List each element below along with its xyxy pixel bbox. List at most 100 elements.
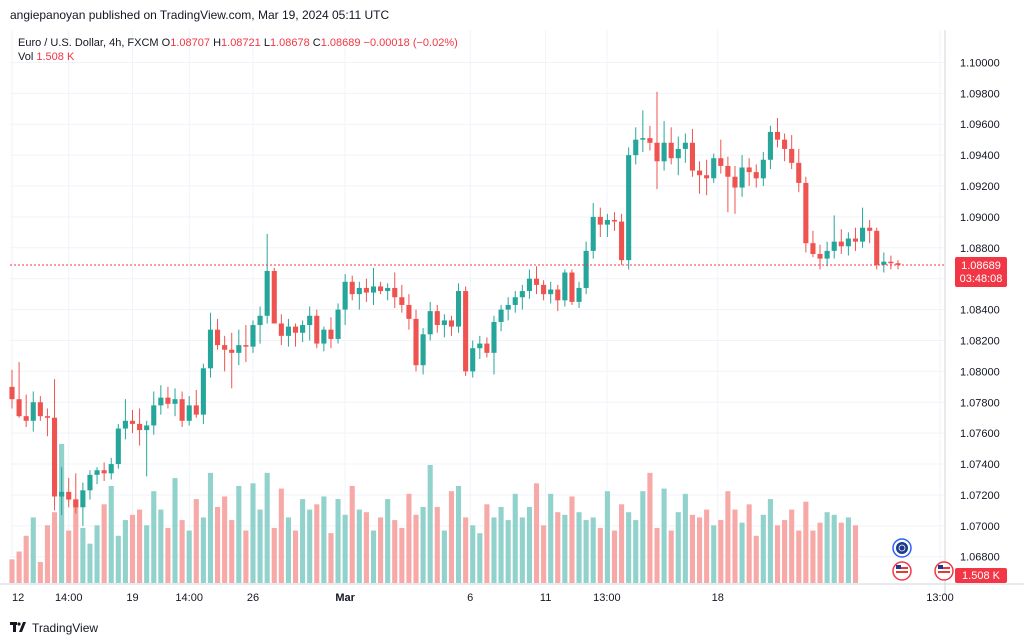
volume-bar: [87, 543, 93, 583]
event-globe-icon[interactable]: [892, 538, 912, 558]
candle-body: [9, 386, 15, 400]
volume-bar: [392, 520, 398, 583]
candle-body: [611, 219, 618, 222]
candle-body: [810, 243, 816, 254]
candle-body: [243, 345, 249, 347]
candle-body: [767, 131, 773, 160]
candle-body: [129, 420, 136, 424]
volume-bar: [186, 530, 192, 583]
volume-bar: [590, 517, 596, 583]
volume-bar: [378, 517, 384, 583]
volume-bar: [236, 485, 242, 583]
candle-body: [87, 474, 93, 491]
candle-body: [590, 216, 596, 251]
volume-bar: [760, 514, 766, 583]
volume-bar: [718, 520, 724, 583]
volume-bar: [696, 517, 703, 583]
candle-body: [427, 311, 433, 335]
candle-body: [654, 142, 660, 162]
volume-bar: [789, 509, 795, 583]
candle-body: [158, 397, 164, 406]
price-axis[interactable]: 1.10000 1.09800 1.09600 1.09400 1.09200 1.090…: [960, 57, 1000, 563]
volume-bar: [420, 506, 426, 583]
volume-bar: [526, 506, 532, 583]
candle-body: [44, 416, 50, 418]
volume-bar: [774, 525, 781, 583]
open-label: O: [161, 37, 171, 49]
candle-body: [378, 286, 384, 292]
candle-body: [562, 272, 568, 301]
volume-bar: [328, 533, 334, 583]
candle-body: [519, 291, 525, 298]
time-tick-label: 13:00: [926, 592, 954, 604]
volume-bar: [548, 493, 554, 583]
volume-bar: [470, 525, 476, 583]
candle-body: [172, 399, 178, 404]
volume-bar: [619, 504, 625, 583]
price-tick-label: 1.07400: [960, 459, 1000, 471]
price-tick-label: 1.09400: [960, 150, 1000, 162]
volume-bar: [704, 509, 710, 583]
candle-body: [23, 416, 29, 421]
candle-body: [356, 287, 362, 295]
candle-body: [115, 428, 121, 465]
price-chart[interactable]: 1.10000 1.09800 1.09600 1.09400 1.09200 1.090…: [0, 30, 1024, 610]
volume-bar: [661, 488, 667, 583]
volume-bar: [16, 551, 22, 583]
candle-body: [307, 315, 313, 326]
candle-body: [271, 270, 277, 324]
candle-countdown: 03:48:08: [960, 273, 1003, 285]
volume-bar: [363, 512, 369, 583]
price-tick-label: 1.06800: [960, 552, 1000, 564]
volume-bar: [498, 506, 504, 583]
volume-bar: [73, 499, 79, 583]
candle-body: [760, 159, 766, 179]
volume-bar: [385, 499, 391, 583]
event-us-flag-icon[interactable]: [892, 561, 912, 581]
candle-body: [852, 238, 859, 242]
price-tick-label: 1.08400: [960, 305, 1000, 317]
last-price-badge: 1.08689 03:48:08: [955, 256, 1007, 287]
volume-bar: [597, 527, 603, 583]
candle-body: [441, 320, 447, 326]
volume-bar: [519, 517, 525, 583]
candle-body: [746, 167, 752, 173]
candle-body: [51, 417, 58, 497]
candle-body: [413, 318, 419, 366]
candle-body: [80, 490, 86, 508]
volume-bar: [101, 504, 107, 583]
volume-badge-bg: [955, 568, 1007, 583]
last-price-badge-bg: [955, 256, 1007, 287]
candle-body: [895, 263, 901, 265]
price-tick-label: 1.08800: [960, 243, 1000, 255]
volume-bar: [215, 506, 221, 583]
candle-body: [200, 368, 206, 415]
volume-bar: [739, 522, 745, 583]
time-axis[interactable]: 12 14:00 19 14:00 26 Mar 6 11 13:00 18 13:00: [12, 592, 954, 604]
candle-body: [420, 334, 426, 366]
change-value: −0.00018 (−0.02%): [363, 37, 458, 49]
footer-brand: TradingView: [32, 621, 99, 635]
volume-bar: [314, 504, 320, 583]
volume-label: Vol: [18, 51, 34, 63]
candle-body: [264, 270, 270, 316]
candle-body: [321, 329, 327, 344]
volume-bar: [682, 493, 688, 583]
candle-body: [782, 139, 788, 149]
candle-body: [619, 221, 625, 261]
candle-body: [604, 219, 610, 225]
volume-badge: 1.508 K: [955, 568, 1007, 583]
volume-bar: [611, 530, 618, 583]
event-us-flag-icon[interactable]: [934, 561, 954, 581]
candle-body: [363, 287, 369, 293]
footer: TradingView: [10, 618, 98, 638]
volume-bar: [151, 491, 157, 583]
economic-events[interactable]: [892, 538, 954, 581]
publish-header: angiepanoyan published on TradingView.co…: [0, 0, 1024, 30]
candle-body: [300, 325, 306, 333]
volume-bar: [455, 485, 462, 583]
volume-bar: [51, 512, 58, 583]
volume-bar: [448, 491, 455, 583]
volume-bar: [370, 530, 377, 583]
candle-body: [94, 470, 100, 475]
